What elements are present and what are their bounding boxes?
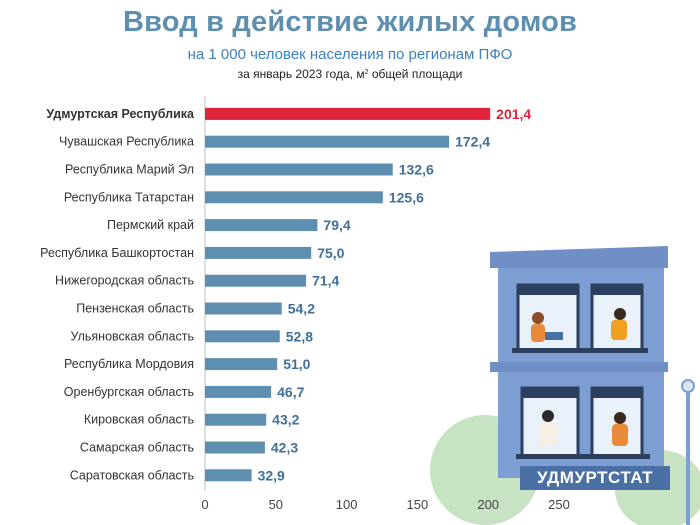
bar [205, 274, 307, 287]
category-label: Самарская область [80, 441, 194, 455]
lamp-head [681, 379, 695, 393]
brand-label: УДМУРТСТАТ [520, 466, 670, 490]
value-label: 172,4 [455, 134, 490, 150]
category-label: Республика Татарстан [64, 190, 194, 204]
bar [205, 246, 312, 259]
value-label: 54,2 [288, 301, 315, 317]
value-label: 71,4 [312, 273, 339, 289]
x-tick-label: 100 [336, 497, 358, 512]
value-label: 43,2 [272, 412, 299, 428]
value-label: 51,0 [283, 356, 310, 372]
value-label: 125,6 [389, 189, 424, 205]
building-roof [490, 246, 668, 268]
category-label: Пензенская область [76, 302, 194, 316]
x-tick-label: 250 [548, 497, 570, 512]
x-tick-label: 150 [407, 497, 429, 512]
person-lower-left-head [542, 410, 554, 422]
value-label: 42,3 [271, 440, 298, 456]
lamp-post [686, 390, 690, 525]
value-label: 52,8 [286, 328, 313, 344]
value-label: 46,7 [277, 384, 304, 400]
sill-upper [512, 348, 648, 353]
x-tick-label: 50 [269, 497, 283, 512]
value-label: 75,0 [317, 245, 344, 261]
value-label: 79,4 [323, 217, 350, 233]
category-label: Оренбургская область [64, 385, 194, 399]
category-label: Республика Марий Эл [65, 163, 194, 177]
person-lower-right-head [614, 412, 626, 424]
category-label: Республика Башкортостан [40, 246, 194, 260]
note-text: за январь 2023 года, м [237, 67, 365, 81]
person-upper-left-head [532, 312, 544, 324]
category-label: Чувашская Республика [59, 135, 194, 149]
bar [205, 302, 282, 315]
note-superscript: 2 [364, 69, 369, 76]
bar [205, 107, 491, 120]
value-label: 201,4 [496, 106, 531, 122]
category-label: Республика Мордовия [64, 357, 194, 371]
bar [205, 441, 265, 454]
x-tick-label: 0 [201, 497, 208, 512]
category-label: Кировская область [84, 413, 194, 427]
chart-title: Ввод в действие жилых домов [122, 6, 578, 38]
bar [205, 191, 383, 204]
person-upper-right-head [614, 308, 626, 320]
category-label: Нижегородская область [55, 274, 194, 288]
bar [205, 385, 272, 398]
building-band [490, 362, 668, 372]
category-label: Пермский край [107, 218, 194, 232]
chart-note: за январь 2023 года, м2 общей площади [0, 67, 700, 81]
bar [205, 413, 267, 426]
bar [205, 135, 450, 148]
bar [205, 163, 393, 176]
sill-lower [516, 454, 650, 459]
category-label: Ульяновская область [70, 329, 194, 343]
value-label: 132,6 [399, 162, 434, 178]
value-label: 32,9 [258, 467, 285, 483]
note-tail: общей площади [368, 67, 463, 81]
x-tick-label: 200 [477, 497, 499, 512]
bar [205, 358, 278, 371]
chart-subtitle: на 1 000 человек населения по регионам П… [187, 46, 513, 63]
category-label: Удмуртская Республика [46, 107, 195, 121]
bar [205, 469, 252, 482]
category-label: Саратовская область [70, 468, 194, 482]
bar [205, 219, 318, 232]
bar [205, 330, 280, 343]
